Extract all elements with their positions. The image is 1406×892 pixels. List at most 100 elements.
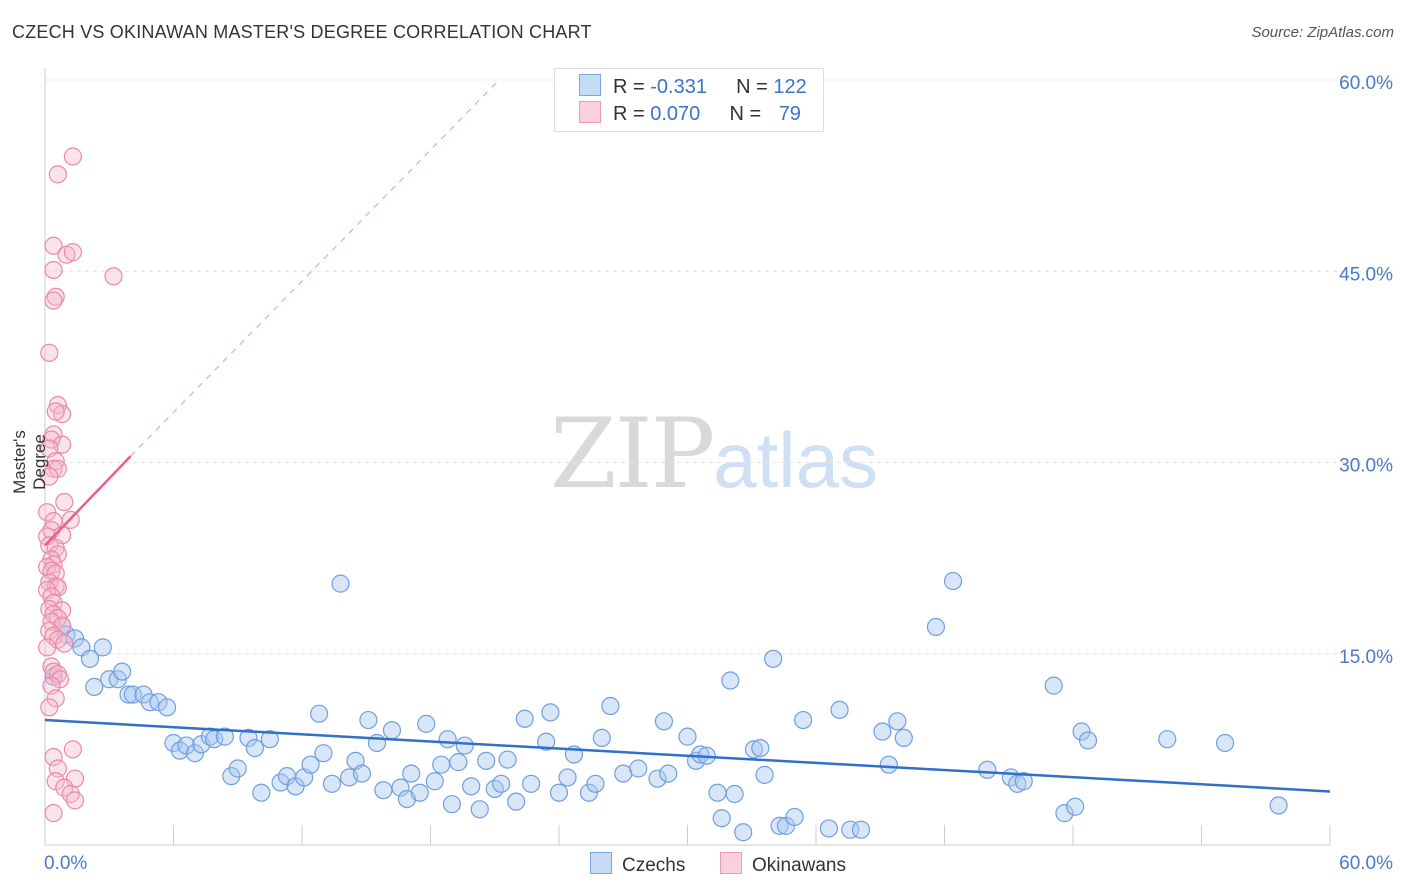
czech-point [1078, 731, 1098, 750]
legend-n-value: 122 [773, 76, 807, 98]
czech-point [352, 764, 372, 783]
okinawan-point [40, 467, 59, 486]
czech-point [1014, 772, 1033, 791]
czech-point [432, 755, 451, 774]
czech-point [410, 783, 429, 802]
legend-row-czechs: R = -0.331 N = 122 [579, 74, 807, 98]
czech-point [794, 710, 813, 730]
okinawan-point [63, 740, 82, 759]
czech-point [252, 783, 271, 802]
legend-n-label: N = [729, 103, 767, 125]
czech-point [85, 677, 104, 697]
okinawans-trend-extension [130, 79, 500, 457]
okinawans-trend-line [44, 455, 132, 547]
source-label: Source: ZipAtlas.com [1251, 24, 1394, 41]
okinawan-point [63, 243, 82, 262]
czech-point [215, 727, 234, 746]
legend-r-value: -0.331 [650, 76, 707, 98]
y-tick-label: 60.0% [1339, 73, 1393, 94]
czech-point [228, 759, 247, 778]
czech-point [149, 693, 168, 712]
czech-point [374, 781, 393, 800]
czech-point [785, 807, 804, 827]
czech-point [830, 700, 849, 719]
czech-point [894, 728, 913, 748]
okinawan-point [46, 689, 65, 708]
y-axis-label: Master's Degree [10, 430, 49, 494]
czech-point [592, 728, 611, 748]
czech-point [659, 764, 678, 783]
czech-point [438, 730, 457, 749]
czech-point [1215, 733, 1235, 753]
czech-point [586, 774, 605, 793]
czech-point [926, 617, 946, 637]
czech-point [764, 649, 783, 668]
czech-point [755, 765, 774, 784]
pink-swatch-icon [579, 101, 601, 123]
okinawan-point [55, 634, 74, 653]
x-tick-label: 0.0% [44, 853, 87, 874]
czech-point [522, 774, 541, 793]
watermark-atlas: atlas [713, 416, 878, 504]
czech-point [359, 710, 378, 730]
czech-point [558, 768, 577, 787]
czech-point [873, 722, 892, 741]
okinawan-point [65, 791, 85, 810]
czech-point [1066, 797, 1085, 816]
chart-title: CZECH VS OKINAWAN MASTER'S DEGREE CORREL… [12, 22, 592, 42]
czech-point [1055, 804, 1074, 823]
czech-point [734, 823, 753, 842]
okinawan-point [44, 804, 63, 823]
czech-point [507, 792, 526, 811]
okinawan-point [44, 236, 63, 255]
czech-point [239, 728, 258, 748]
czech-point [80, 649, 100, 668]
czech-point [537, 732, 556, 751]
legend-r-value: 0.070 [650, 103, 701, 125]
czech-point [301, 755, 320, 774]
czech-point [549, 783, 569, 802]
bottom-legend-label: Czechs [622, 855, 686, 876]
czech-point [978, 760, 997, 779]
czech-point [314, 744, 333, 763]
czech-point [888, 712, 907, 731]
czech-point [601, 696, 620, 716]
czech-point [123, 685, 142, 704]
okinawan-point [46, 402, 65, 421]
czechs-trend-line [44, 718, 1331, 793]
okinawan-point [40, 698, 59, 717]
blue-swatch-icon [590, 852, 612, 874]
czech-point [744, 740, 763, 759]
watermark-zip: ZIP [550, 398, 715, 510]
okinawan-point [38, 503, 57, 522]
x-tick-label: 60.0% [1339, 853, 1393, 874]
czech-point [515, 709, 534, 728]
czech-point [579, 783, 599, 802]
legend-box: R = -0.331 N = 122 R = 0.070 N = 79 [554, 68, 824, 132]
czech-point [851, 820, 871, 839]
okinawan-point [46, 564, 65, 583]
okinawan-point [44, 747, 63, 767]
watermark: ZIPatlas [550, 398, 878, 510]
czech-point [310, 704, 329, 723]
okinawan-point [55, 492, 74, 512]
czech-point [770, 816, 789, 835]
czech-point [470, 800, 489, 819]
legend-r-label: R = [613, 103, 651, 125]
legend-r-label: R = [613, 76, 651, 98]
czech-point [477, 751, 496, 770]
czech-point [442, 795, 462, 814]
bottom-legend-czechs: Czechs [590, 852, 685, 877]
czech-point [541, 703, 560, 722]
okinawan-point [44, 260, 63, 280]
czech-point [721, 671, 740, 690]
czech-point [943, 571, 963, 591]
czech-point [1269, 796, 1288, 815]
blue-swatch-icon [579, 74, 601, 96]
legend-n-label: N = [736, 76, 774, 98]
bottom-legend-okinawans: Okinawans [720, 852, 846, 877]
czech-point [1044, 676, 1063, 695]
czech-point [185, 744, 205, 763]
czech-point [498, 750, 517, 769]
